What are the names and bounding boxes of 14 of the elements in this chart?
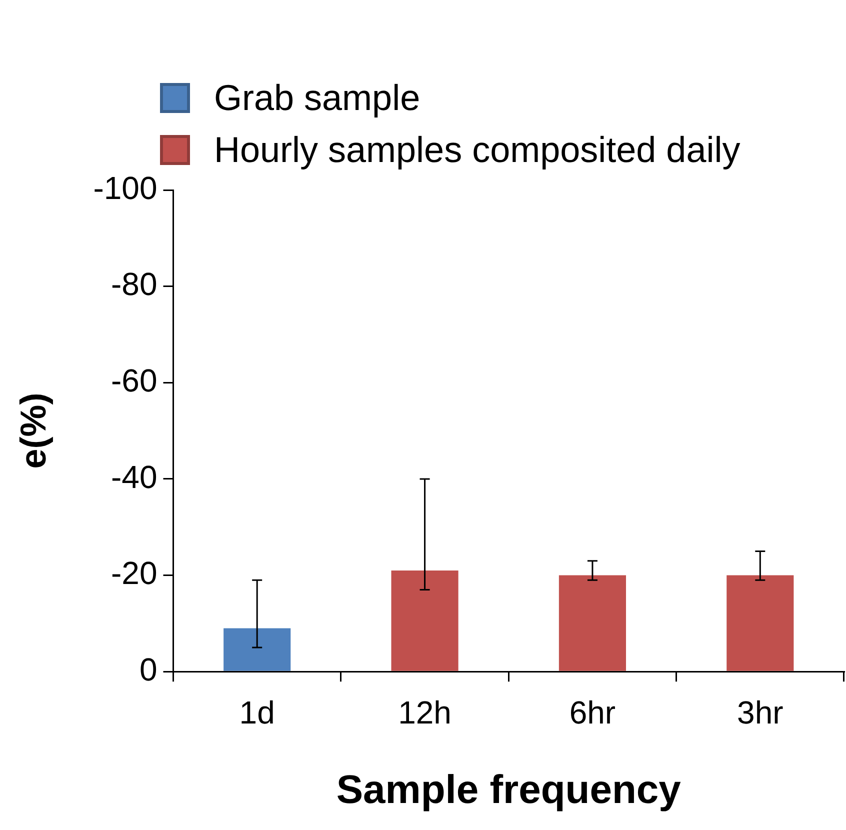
y-axis-title: e(%) bbox=[12, 392, 54, 469]
x-axis-title: Sample frequency bbox=[336, 768, 682, 812]
legend-label: Hourly samples composited daily bbox=[214, 129, 740, 171]
legend-label: Grab sample bbox=[214, 77, 420, 119]
y-tick-label: -40 bbox=[110, 458, 158, 495]
x-tick-label: 12h bbox=[398, 694, 452, 731]
x-tick-label: 1d bbox=[239, 694, 275, 731]
y-tick-label: 0 bbox=[139, 651, 158, 688]
y-tick-label: -60 bbox=[110, 362, 158, 398]
x-tick-label: 6hr bbox=[569, 694, 616, 731]
y-tick-label: -20 bbox=[110, 555, 158, 592]
y-tick-label: -100 bbox=[93, 170, 158, 206]
x-tick-label: 3hr bbox=[737, 694, 784, 731]
y-tick-label: -80 bbox=[110, 266, 158, 302]
